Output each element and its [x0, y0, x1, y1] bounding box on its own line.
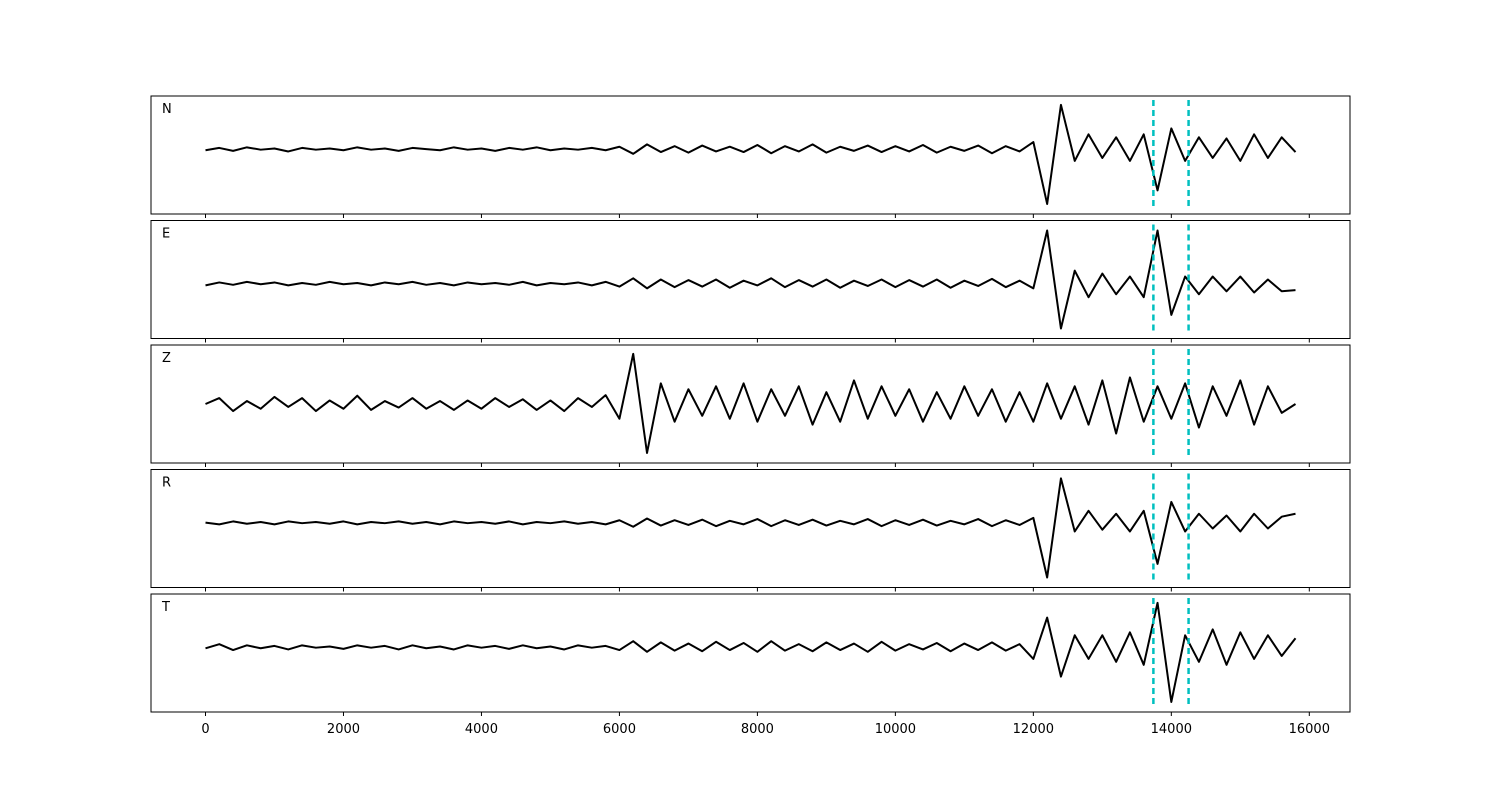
x-tick-label: 8000	[741, 722, 774, 737]
x-tick-label: 0	[201, 722, 209, 737]
x-tick-label: 2000	[327, 722, 360, 737]
panel-label: N	[162, 102, 172, 117]
x-tick-label: 4000	[465, 722, 498, 737]
x-tick-label: 6000	[603, 722, 636, 737]
waveform	[205, 352, 1297, 454]
waveform	[205, 601, 1297, 703]
panel-frame	[150, 344, 1351, 464]
x-tick-label: 14000	[1151, 722, 1192, 737]
x-tick-label: 16000	[1289, 722, 1330, 737]
panel-label: E	[162, 227, 170, 242]
panel-label: Z	[162, 351, 171, 366]
x-tick-label: 12000	[1013, 722, 1054, 737]
waveform	[205, 229, 1296, 330]
panel-frame	[150, 220, 1351, 339]
panel-label: T	[161, 600, 170, 615]
waveform	[205, 477, 1296, 579]
x-tick-label: 10000	[875, 722, 916, 737]
panel-frame	[150, 95, 1351, 215]
panel-frame	[150, 469, 1351, 588]
waveform	[205, 103, 1297, 205]
panel-frame	[150, 593, 1351, 713]
panel-label: R	[162, 476, 171, 491]
